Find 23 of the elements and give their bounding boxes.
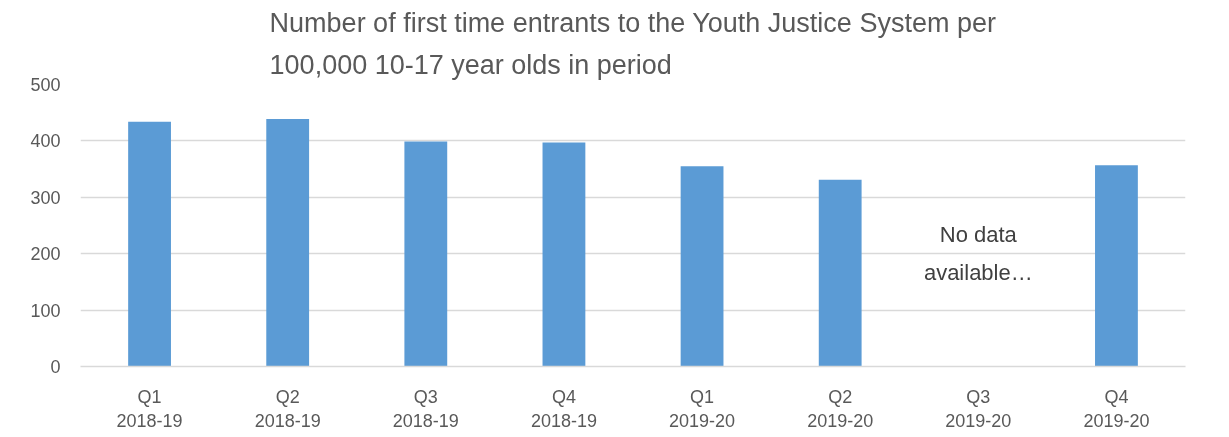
bar bbox=[542, 142, 586, 367]
y-tick-label: 300 bbox=[30, 187, 61, 208]
x-tick-label: Q2 2018-19 bbox=[254, 386, 321, 431]
bar bbox=[128, 121, 171, 367]
x-tick-label: Q2 2019-20 bbox=[807, 386, 874, 431]
bar bbox=[680, 166, 724, 367]
bar bbox=[404, 141, 448, 367]
y-tick-label: 0 bbox=[50, 357, 61, 377]
x-tick-label: Q4 2019-20 bbox=[1083, 386, 1150, 431]
bar bbox=[266, 118, 310, 367]
bar bbox=[818, 179, 862, 367]
chart-title: Number of first time entrants to the Youth Justice System per 100,000 10-17 year olds in period bbox=[269, 7, 996, 80]
y-tick-label: 200 bbox=[30, 244, 61, 265]
x-tick-label: Q3 2018-19 bbox=[392, 386, 459, 431]
annotation: No data available… bbox=[923, 222, 1033, 286]
x-tick-label: Q3 2019-20 bbox=[945, 386, 1012, 431]
y-tick-label: 400 bbox=[30, 131, 61, 152]
x-tick-label: Q1 2019-20 bbox=[669, 386, 736, 431]
y-tick-label: 100 bbox=[30, 300, 61, 321]
x-tick-label: Q1 2018-19 bbox=[116, 386, 183, 431]
y-tick-label: 500 bbox=[30, 75, 61, 95]
bar bbox=[1095, 165, 1138, 367]
x-tick-label: Q4 2018-19 bbox=[530, 386, 597, 431]
